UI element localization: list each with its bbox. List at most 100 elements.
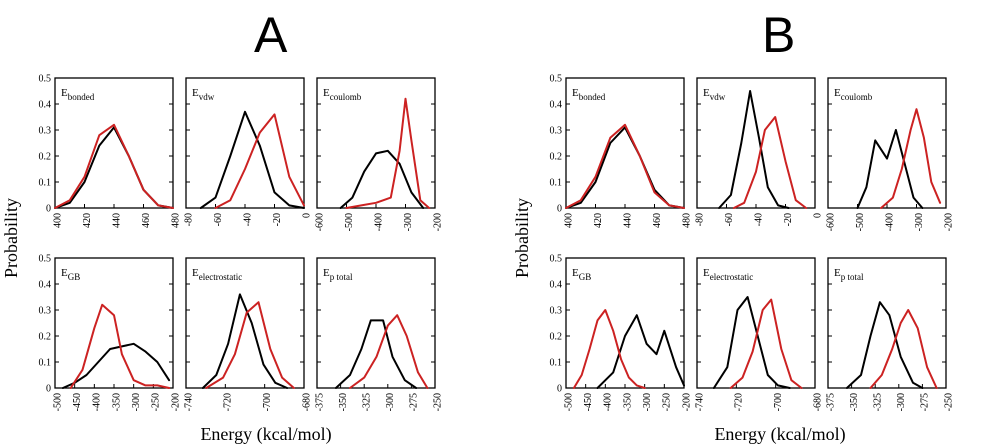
- subplot-title: Ecoulomb: [323, 87, 362, 102]
- x-tick-label: -250: [943, 393, 954, 411]
- series-line-red: [54, 123, 174, 209]
- y-tick-label: 0.1: [550, 358, 563, 369]
- subplot-title: EGB: [572, 267, 591, 282]
- panel-b-bonded: 0 0.1 0.2 0.3 0.4 0.5 400 420 440 460 480 Ebonded: [550, 74, 693, 229]
- y-tick-label: 0.3: [550, 126, 563, 137]
- panel-a-p-total: -375 -350 -325 -300 -275 -250 Ep total: [314, 257, 443, 411]
- x-tick-label: -275: [920, 393, 931, 411]
- x-tick-label: -375: [825, 393, 836, 411]
- subplot-title: Evdw: [703, 87, 726, 102]
- x-tick-label: -500: [52, 393, 63, 411]
- series-line-red: [345, 97, 431, 209]
- y-tick-label: 0.2: [550, 152, 563, 163]
- x-tick-label: -400: [373, 213, 384, 231]
- x-tick-label: -400: [884, 213, 895, 231]
- panel-a-vdw: -80 -60 -40 -20 0 Evdw: [183, 77, 312, 226]
- x-tick-label: 400: [563, 213, 574, 228]
- x-tick-label: -350: [111, 393, 122, 411]
- y-tick-label: 0.5: [550, 74, 563, 85]
- y-tick-label: 0.3: [550, 306, 563, 317]
- series-line-red: [214, 113, 305, 209]
- y-tick-label: 0.1: [550, 178, 563, 189]
- x-tick-label: -300: [642, 393, 653, 411]
- x-tick-label: 440: [111, 213, 122, 228]
- x-tick-label: -80: [694, 213, 705, 226]
- y-tick-label: 0.2: [550, 332, 563, 343]
- x-tick-label: -600: [825, 213, 836, 231]
- y-tick-label: 0: [557, 384, 562, 395]
- series-line-black: [61, 342, 171, 389]
- x-axis-label-b: Energy (kcal/mol): [714, 424, 845, 445]
- subplot-title: Evdw: [192, 87, 215, 102]
- x-tick-label: 460: [652, 213, 663, 228]
- x-tick-label: -720: [734, 393, 745, 411]
- subplot-title: Eelectrostatic: [192, 267, 242, 282]
- x-tick-label: -60: [724, 213, 735, 226]
- y-tick-label: 0.4: [550, 280, 563, 291]
- x-tick-label: -325: [361, 393, 372, 411]
- panel-a-bonded: 0 0.1 0.2 0.3 0.4 0.5 400 420 440 460 480 Ebonded: [39, 74, 182, 229]
- y-axis-label-a: Probability: [1, 198, 21, 278]
- x-tick-label: -200: [432, 213, 443, 231]
- subplots-group: 0 0.1 0.2 0.3 0.4 0.5 400 420 440 460 480 Ebonded -8…: [39, 74, 955, 412]
- x-tick-label: -680: [812, 393, 823, 411]
- x-tick-label: -250: [151, 393, 162, 411]
- y-tick-label: 0.4: [550, 100, 563, 111]
- series-line-red: [729, 298, 803, 389]
- x-tick-label: -250: [432, 393, 443, 411]
- series-line-black: [712, 296, 791, 389]
- series-line-red: [205, 301, 295, 389]
- subplot-title: Ebonded: [572, 87, 606, 102]
- y-tick-label: 0.4: [39, 100, 52, 111]
- y-tick-label: 0.5: [39, 254, 52, 265]
- x-tick-label: -600: [314, 213, 325, 231]
- x-tick-label: -680: [301, 393, 312, 411]
- x-tick-label: -300: [914, 213, 925, 231]
- plot-frame: [185, 257, 305, 389]
- x-tick-label: -375: [314, 393, 325, 411]
- x-tick-label: -350: [338, 393, 349, 411]
- y-tick-label: 0.4: [39, 280, 52, 291]
- series-line-black: [856, 129, 924, 209]
- y-tick-label: 0.5: [39, 74, 52, 85]
- y-tick-label: 0.3: [39, 126, 52, 137]
- x-tick-label: -500: [855, 213, 866, 231]
- x-tick-label: -60: [213, 213, 224, 226]
- x-tick-label: -350: [849, 393, 860, 411]
- series-line-red: [69, 303, 171, 389]
- x-tick-label: 0: [812, 213, 823, 218]
- x-tick-label: -450: [583, 393, 594, 411]
- panel-a-coulomb: -600 -500 -400 -300 -200 Ecoulomb: [314, 77, 443, 231]
- x-tick-label: -720: [223, 393, 234, 411]
- x-tick-label: -300: [131, 393, 142, 411]
- x-axis-label-a: Energy (kcal/mol): [200, 424, 331, 445]
- x-tick-label: -500: [563, 393, 574, 411]
- y-tick-label: 0.2: [39, 332, 52, 343]
- series-line-black: [718, 90, 790, 209]
- series-line-red: [565, 123, 685, 209]
- x-tick-label: -200: [170, 393, 181, 411]
- x-tick-label: 0: [301, 213, 312, 218]
- panel-b-p-total: -375 -350 -325 -300 -275 -250 Ep total: [825, 257, 954, 411]
- series-line-red: [349, 314, 429, 389]
- x-tick-label: 480: [681, 213, 692, 228]
- x-tick-label: -400: [603, 393, 614, 411]
- plot-frame: [316, 257, 436, 389]
- y-tick-label: 0.1: [39, 358, 52, 369]
- x-tick-label: -275: [409, 393, 420, 411]
- y-tick-label: 0.1: [39, 178, 52, 189]
- plot-frame: [696, 257, 816, 389]
- x-tick-label: -300: [896, 393, 907, 411]
- x-tick-label: 460: [141, 213, 152, 228]
- subplot-title: EGB: [61, 267, 80, 282]
- x-tick-label: -700: [262, 393, 273, 411]
- x-tick-label: -200: [943, 213, 954, 231]
- series-line-black: [845, 301, 924, 389]
- panel-b-vdw: -80 -60 -40 -20 0 Evdw: [694, 77, 823, 226]
- y-axis-label-b: Probability: [512, 198, 532, 278]
- y-tick-label: 0.3: [39, 306, 52, 317]
- panel-label-a: A: [254, 7, 288, 63]
- panel-b-electrostatic: -740 -720 -700 -680 Eelectrostatic: [694, 257, 823, 411]
- x-tick-label: 480: [170, 213, 181, 228]
